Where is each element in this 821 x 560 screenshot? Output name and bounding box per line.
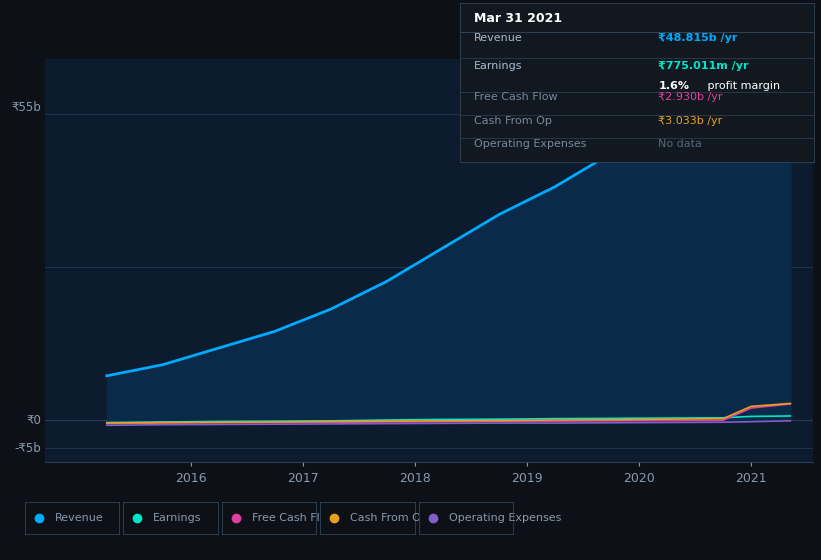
Text: ₹55b: ₹55b bbox=[11, 101, 41, 114]
Text: Mar 31 2021: Mar 31 2021 bbox=[474, 12, 562, 25]
Text: 1.6%: 1.6% bbox=[658, 81, 690, 91]
Text: Earnings: Earnings bbox=[154, 513, 202, 523]
Text: Free Cash Flow: Free Cash Flow bbox=[252, 513, 336, 523]
Text: Earnings: Earnings bbox=[474, 61, 522, 71]
Text: Free Cash Flow: Free Cash Flow bbox=[474, 92, 557, 102]
Text: ₹0: ₹0 bbox=[26, 414, 41, 427]
Text: ₹3.033b /yr: ₹3.033b /yr bbox=[658, 115, 722, 125]
Text: Revenue: Revenue bbox=[55, 513, 103, 523]
Text: Revenue: Revenue bbox=[474, 33, 523, 43]
Text: Cash From Op: Cash From Op bbox=[351, 513, 429, 523]
Text: ₹2.930b /yr: ₹2.930b /yr bbox=[658, 92, 722, 102]
Text: ₹775.011m /yr: ₹775.011m /yr bbox=[658, 61, 749, 71]
Text: Operating Expenses: Operating Expenses bbox=[474, 139, 586, 149]
Text: -₹5b: -₹5b bbox=[15, 442, 41, 455]
Text: profit margin: profit margin bbox=[704, 81, 781, 91]
Text: No data: No data bbox=[658, 139, 702, 149]
Text: Cash From Op: Cash From Op bbox=[474, 115, 552, 125]
Text: Operating Expenses: Operating Expenses bbox=[449, 513, 562, 523]
Text: ₹48.815b /yr: ₹48.815b /yr bbox=[658, 33, 738, 43]
